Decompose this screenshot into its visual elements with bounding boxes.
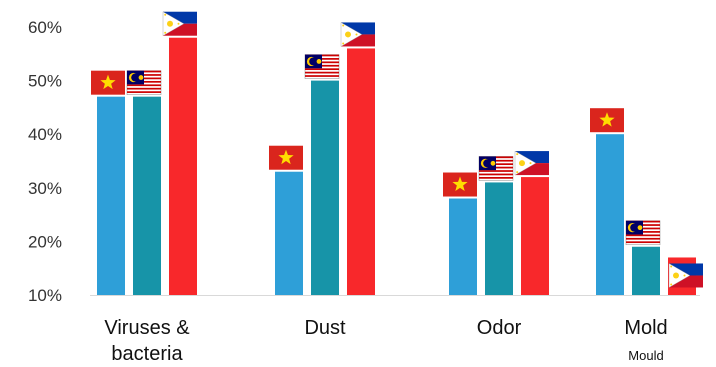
x-tick-label: Dust xyxy=(304,317,346,339)
bar xyxy=(275,171,303,295)
bar xyxy=(311,80,339,295)
bar xyxy=(632,246,660,295)
vietnam-flag-icon xyxy=(590,108,624,133)
x-tick-sublabel: Mould xyxy=(628,348,663,363)
y-tick-label: 50% xyxy=(28,72,62,91)
x-tick-label: Mold xyxy=(624,317,667,339)
y-tick-label: 10% xyxy=(28,286,62,305)
philippines-flag-icon xyxy=(668,263,703,288)
vietnam-flag-icon xyxy=(443,172,477,197)
bar xyxy=(347,48,375,295)
x-tick-label: bacteria xyxy=(111,343,183,365)
x-tick-label: Odor xyxy=(477,317,522,339)
malaysia-flag-icon xyxy=(304,54,340,79)
bar xyxy=(521,177,549,295)
y-tick-label: 20% xyxy=(28,232,62,251)
y-tick-label: 30% xyxy=(28,179,62,198)
bars xyxy=(97,37,696,296)
philippines-flag-icon xyxy=(162,11,197,37)
bar xyxy=(169,37,197,295)
bar xyxy=(449,198,477,295)
bar xyxy=(133,96,161,296)
malaysia-flag-icon xyxy=(478,156,514,181)
bar xyxy=(485,182,513,295)
x-tick-label: Viruses & xyxy=(104,317,190,339)
philippines-flag-icon xyxy=(514,150,549,176)
vietnam-flag-icon xyxy=(269,145,303,170)
x-axis-labels: Viruses & bacteria Dust Odor Mold Mould xyxy=(104,317,667,365)
y-tick-label: 40% xyxy=(28,125,62,144)
bar xyxy=(97,96,125,296)
philippines-flag-icon xyxy=(340,22,375,47)
malaysia-flag-icon xyxy=(625,220,661,246)
malaysia-flag-icon xyxy=(126,70,162,95)
flags xyxy=(91,11,703,288)
y-axis: 10% 20% 30% 40% 50% 60% xyxy=(28,18,62,305)
bar xyxy=(596,134,624,295)
vietnam-flag-icon xyxy=(91,70,125,95)
y-tick-label: 60% xyxy=(28,18,62,37)
